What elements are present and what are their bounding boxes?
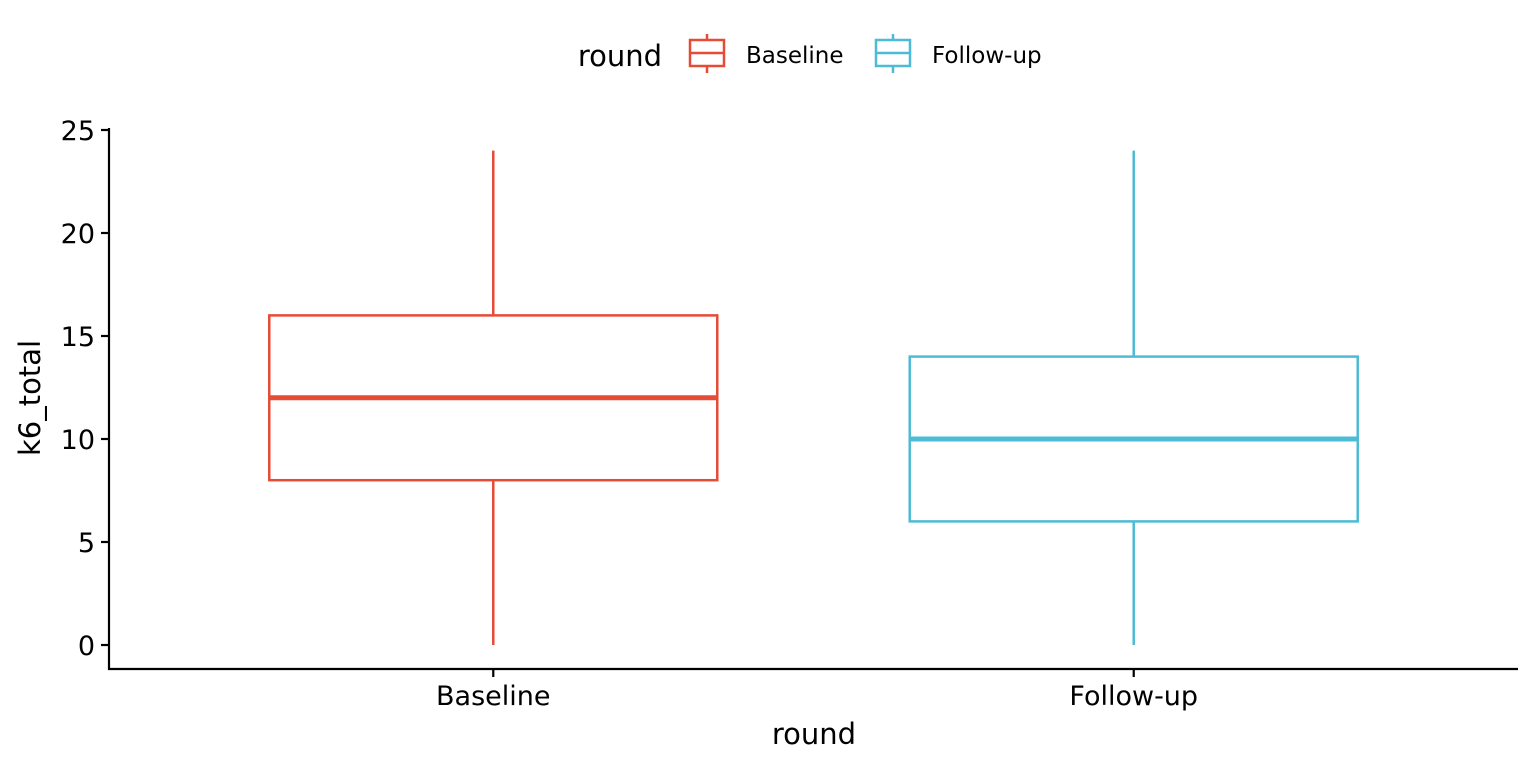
x-tick-label: Baseline [436,681,550,712]
legend: round Baseline Follow-up [578,34,1042,73]
boxes [268,150,1359,645]
legend-label-baseline: Baseline [746,43,844,69]
x-axis-ticks: Baseline Follow-up [436,669,1198,712]
box-baseline [268,150,719,645]
legend-key-baseline [688,34,726,73]
legend-title: round [578,39,662,73]
y-tick-label: 10 [61,425,95,456]
legend-key-follow-up [874,34,912,73]
legend-label-follow-up: Follow-up [932,43,1042,69]
y-axis-title: k6_total [13,340,47,456]
y-tick-label: 15 [61,322,95,353]
y-tick-label: 20 [61,219,95,250]
y-tick-label: 5 [78,528,95,559]
y-tick-label: 0 [78,631,95,662]
x-axis-title: round [772,717,856,751]
x-tick-label: Follow-up [1069,681,1198,712]
y-tick-label: 25 [61,116,95,147]
box-follow-up [908,150,1359,645]
y-axis-ticks: 0 5 10 15 20 25 [61,116,109,662]
